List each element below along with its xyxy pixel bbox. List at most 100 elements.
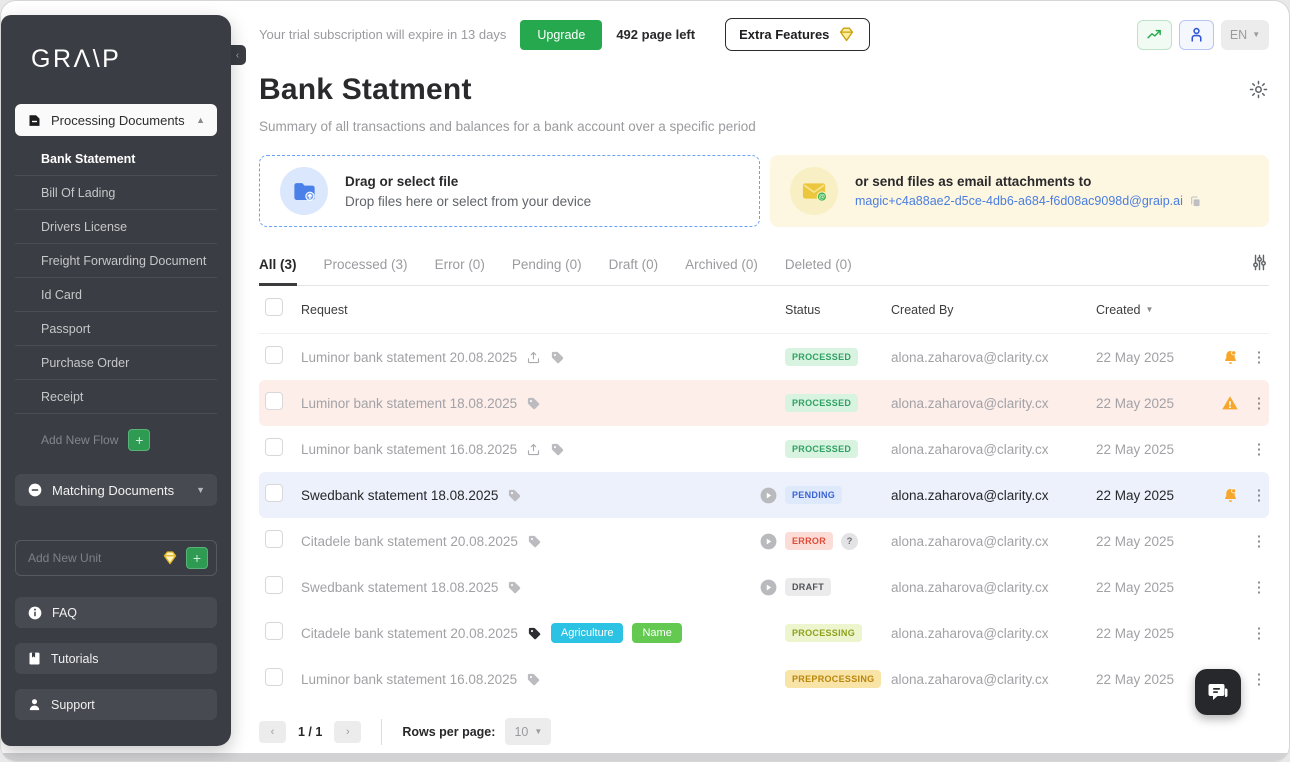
sidebar-flow-id-card[interactable]: Id Card xyxy=(15,278,217,312)
row-checkbox[interactable] xyxy=(265,483,283,502)
row-menu-kebab[interactable]: ⋮ xyxy=(1251,578,1267,596)
file-dropzone[interactable]: Drag or select file Drop files here or s… xyxy=(259,155,760,227)
tab-processed-3[interactable]: Processed (3) xyxy=(323,257,408,272)
tab-all-3[interactable]: All (3) xyxy=(259,257,297,286)
tag-icon[interactable] xyxy=(550,442,565,457)
user-profile-button[interactable] xyxy=(1179,19,1214,50)
sidebar-flow-receipt[interactable]: Receipt xyxy=(15,380,217,414)
sidebar-flow-purchase-order[interactable]: Purchase Order xyxy=(15,346,217,380)
header-created-by[interactable]: Created By xyxy=(891,302,954,317)
next-page-button[interactable]: › xyxy=(334,720,362,743)
main-content: Your trial subscription will expire in 1… xyxy=(259,1,1269,749)
person-icon xyxy=(1191,27,1202,42)
email-attachment-panel: @ or send files as email attachments to … xyxy=(770,155,1269,227)
table-row[interactable]: Citadele bank statement 20.08.2025 Agricu… xyxy=(259,610,1269,656)
header-created[interactable]: Created ▼ xyxy=(1096,302,1154,317)
table-row[interactable]: Luminor bank statement 16.08.2025 PROCESS… xyxy=(259,426,1269,472)
sidebar-flow-bill-of-lading[interactable]: Bill Of Lading xyxy=(15,176,217,210)
row-menu-kebab[interactable]: ⋮ xyxy=(1251,348,1267,366)
tag-icon[interactable] xyxy=(507,580,522,595)
run-play-icon[interactable] xyxy=(759,532,778,551)
status-badge: PROCESSED xyxy=(785,348,859,366)
row-menu-kebab[interactable]: ⋮ xyxy=(1251,670,1267,688)
table-row[interactable]: Citadele bank statement 20.08.2025 ERROR?… xyxy=(259,518,1269,564)
sidebar-flow-bank-statement[interactable]: Bank Statement xyxy=(15,142,217,176)
row-menu-kebab[interactable]: ⋮ xyxy=(1251,624,1267,642)
analytics-button[interactable] xyxy=(1137,19,1172,50)
tag-icon[interactable] xyxy=(527,534,542,549)
select-all-checkbox[interactable] xyxy=(265,298,283,316)
status-badge: ERROR xyxy=(785,532,834,550)
row-menu-kebab[interactable]: ⋮ xyxy=(1251,532,1267,550)
table-row[interactable]: Luminor bank statement 18.08.2025 PROCESS… xyxy=(259,380,1269,426)
sidebar-collapse-button[interactable]: ‹ xyxy=(229,45,246,65)
created-by: alona.zaharova@clarity.cx xyxy=(891,349,1049,365)
sidebar-section-processing-documents[interactable]: Processing Documents ▲ xyxy=(15,104,217,136)
row-checkbox[interactable] xyxy=(265,529,283,548)
rows-per-page-select[interactable]: 10 ▼ xyxy=(505,718,552,745)
sidebar-flow-freight-forwarding-document[interactable]: Freight Forwarding Document xyxy=(15,244,217,278)
tab-deleted-0[interactable]: Deleted (0) xyxy=(784,257,852,272)
add-unit-plus-button[interactable]: + xyxy=(186,547,208,569)
row-menu-kebab[interactable]: ⋮ xyxy=(1251,440,1267,458)
tag-icon[interactable] xyxy=(526,672,541,687)
table-row[interactable]: Swedbank statement 18.08.2025 PENDING alon… xyxy=(259,472,1269,518)
filter-sliders-icon[interactable] xyxy=(1250,253,1269,285)
page-indicator: 1 / 1 xyxy=(298,724,323,739)
created-by: alona.zaharova@clarity.cx xyxy=(891,441,1049,457)
tab-draft-0[interactable]: Draft (0) xyxy=(608,257,659,272)
header-status[interactable]: Status xyxy=(785,302,821,317)
run-play-icon[interactable] xyxy=(759,486,778,505)
row-checkbox[interactable] xyxy=(265,391,283,410)
settings-gear-icon[interactable] xyxy=(1248,79,1269,105)
extra-features-button[interactable]: Extra Features xyxy=(725,18,871,51)
sidebar-faq-button[interactable]: FAQ xyxy=(15,597,217,628)
copy-icon[interactable] xyxy=(1189,195,1202,208)
export-icon[interactable] xyxy=(526,442,541,457)
tag-icon[interactable] xyxy=(550,350,565,365)
tag-icon[interactable] xyxy=(526,396,541,411)
header-request[interactable]: Request xyxy=(301,302,348,317)
row-menu-kebab[interactable]: ⋮ xyxy=(1251,394,1267,412)
row-checkbox[interactable] xyxy=(265,437,283,456)
upgrade-button[interactable]: Upgrade xyxy=(520,19,603,50)
run-play-icon[interactable] xyxy=(759,578,778,597)
status-badge: DRAFT xyxy=(785,578,831,596)
row-checkbox[interactable] xyxy=(265,621,283,640)
table-row[interactable]: Luminor bank statement 20.08.2025 PROCESS… xyxy=(259,334,1269,380)
table-row[interactable]: Luminor bank statement 16.08.2025 PREPROC… xyxy=(259,656,1269,702)
tab-archived-0[interactable]: Archived (0) xyxy=(685,257,758,272)
export-icon[interactable] xyxy=(526,350,541,365)
topbar: Your trial subscription will expire in 1… xyxy=(259,1,1269,51)
sidebar-support-button[interactable]: Support xyxy=(15,689,217,720)
chat-support-button[interactable] xyxy=(1195,669,1241,715)
sidebar-section-matching-documents[interactable]: Matching Documents ▼ xyxy=(15,474,217,506)
tag-icon[interactable] xyxy=(527,626,542,641)
row-checkbox[interactable] xyxy=(265,345,283,364)
request-name: Luminor bank statement 16.08.2025 xyxy=(301,671,518,687)
created-date: 22 May 2025 xyxy=(1096,533,1175,549)
question-icon[interactable]: ? xyxy=(841,532,859,550)
tab-pending-0[interactable]: Pending (0) xyxy=(511,257,582,272)
page-subtitle: Summary of all transactions and balances… xyxy=(259,119,756,134)
prev-page-button[interactable]: ‹ xyxy=(259,720,286,743)
add-flow-plus-button[interactable]: + xyxy=(128,429,151,451)
sidebar-flow-passport[interactable]: Passport xyxy=(15,312,217,346)
table-row[interactable]: Swedbank statement 18.08.2025 DRAFT alona.… xyxy=(259,564,1269,610)
add-new-unit[interactable]: Add New Unit + xyxy=(15,540,217,576)
status-tabs: All (3) Processed (3) Error (0) Pending (0)… xyxy=(259,253,1269,286)
page-title: Bank Statment xyxy=(259,73,472,106)
document-icon xyxy=(27,113,42,128)
sidebar-flow-drivers-license[interactable]: Drivers License xyxy=(15,210,217,244)
chevron-down-icon: ▼ xyxy=(534,727,543,736)
tab-error-0[interactable]: Error (0) xyxy=(434,257,485,272)
language-selector[interactable]: EN ▼ xyxy=(1221,19,1269,50)
sidebar-tutorials-button[interactable]: Tutorials xyxy=(15,643,217,674)
created-by: alona.zaharova@clarity.cx xyxy=(891,487,1049,503)
row-checkbox[interactable] xyxy=(265,575,283,594)
tag-icon[interactable] xyxy=(507,488,522,503)
row-menu-kebab[interactable]: ⋮ xyxy=(1251,486,1267,504)
magic-email-address[interactable]: magic+c4a88ae2-d5ce-4db6-a684-f6d08ac909… xyxy=(855,194,1183,208)
row-checkbox[interactable] xyxy=(265,667,283,686)
request-name: Swedbank statement 18.08.2025 xyxy=(301,487,499,503)
